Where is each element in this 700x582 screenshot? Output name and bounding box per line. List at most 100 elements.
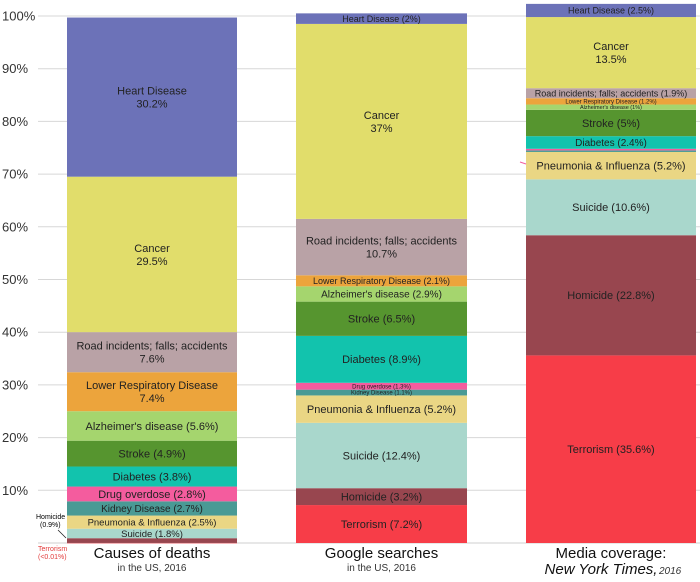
y-tick-label: 80% (2, 114, 28, 129)
segment-label: Terrorism (7.2%) (341, 519, 422, 531)
homicide-pointer (57, 529, 67, 539)
bar-segment-diabetes (526, 136, 696, 149)
segment-label: Drug overdose (1.3%) (352, 384, 411, 390)
segment-value-label: 30.2% (136, 98, 167, 110)
bar-segment-terrorism (526, 355, 696, 543)
segment-label: Suicide (12.4%) (343, 450, 421, 462)
segment-label: Kidney Disease (2.7%) (101, 504, 203, 515)
bar-segment-road-incidents-falls-accidents (296, 218, 467, 276)
bar-segment-drug-overdose (526, 148, 696, 151)
bar-segment-kidney-disease (296, 389, 467, 396)
y-tick-label: 30% (2, 377, 28, 392)
homicide-note-line2: (0.9%) (40, 522, 61, 529)
bar-segment-kidney-disease (526, 150, 696, 152)
segment-label: Suicide (10.6%) (572, 202, 650, 214)
y-tick-label: 90% (2, 61, 28, 76)
bar-segment-road-incidents-falls-accidents (67, 332, 237, 373)
segment-label: Diabetes (8.9%) (342, 354, 421, 366)
bar-segment-lower-respiratory-disease (296, 275, 467, 287)
segment-label: Drug overdose (2.8%) (98, 489, 206, 501)
segment-label: Heart Disease (117, 85, 187, 97)
bar-segment-lower-respiratory-disease (67, 372, 237, 412)
segment-value-label: 29.5% (136, 256, 167, 268)
segment-label: Terrorism (35.6%) (567, 444, 654, 456)
bar-segment-road-incidents-falls-accidents (526, 88, 696, 99)
bar-segment-alzheimer-s-disease (526, 104, 696, 110)
bar-segment-homicide (67, 538, 237, 543)
bars (67, 3, 696, 544)
segment-value-label: 13.5% (595, 54, 626, 66)
segment-label: Pneumonia & Influenza (5.2%) (307, 404, 456, 416)
y-tick-label: 10% (2, 483, 28, 498)
bar-segment-kidney-disease (67, 501, 237, 516)
y-axis-ticks: 10% 20% 30% 40% 50% 60% 70% 80% 90% 100% (2, 9, 36, 498)
bar-segment-heart-disease (296, 13, 467, 24)
segment-label: Heart Disease (2%) (342, 14, 421, 24)
category-subtitle: in the US, 2016 (347, 563, 416, 574)
segment-label: Cancer (593, 41, 629, 53)
bar-segment-homicide (296, 488, 467, 506)
segment-label: Road incidents; falls; accidents (76, 341, 228, 353)
segment-label: Alzheimer's disease (1%) (580, 105, 642, 111)
bar-segment-alzheimer-s-disease (296, 286, 467, 302)
segment-label: Lower Respiratory Disease (1.2%) (565, 99, 656, 105)
bar-segment-cancer (67, 176, 237, 333)
bar-segment-cancer (296, 23, 467, 219)
segment-label: Stroke (5%) (582, 118, 640, 130)
segment-label: Cancer (134, 243, 170, 255)
bar-segment-alzheimer-s-disease (67, 411, 237, 441)
bar-segment-stroke (526, 109, 696, 137)
segment-label: Pneumonia & Influenza (5.2%) (536, 161, 685, 173)
segment-label: Stroke (6.5%) (348, 314, 415, 326)
y-tick-label: 60% (2, 219, 28, 234)
segment-label: Lower Respiratory Disease (2.1%) (313, 276, 450, 286)
segment-value-label: 10.7% (366, 248, 397, 260)
segment-label: Homicide (22.8%) (567, 290, 654, 302)
bar-segment-suicide (67, 528, 237, 539)
segment-label: Kidney Disease (1.1%) (351, 391, 412, 397)
segment-label: Diabetes (3.8%) (113, 471, 192, 483)
segment-label: Cancer (364, 110, 400, 122)
bar-segment-diabetes (67, 466, 237, 487)
bar-segment-terrorism (296, 505, 467, 543)
segment-value-label: 37% (370, 123, 392, 135)
bar-segment-suicide (296, 422, 467, 489)
category-title: Google searches (325, 545, 438, 562)
small-slice-annotations: Homicide (0.9%) Terrorism (<0.01%) (36, 514, 67, 561)
y-tick-label: 20% (2, 430, 28, 445)
homicide-note-line1: Homicide (36, 514, 65, 521)
segment-label: Homicide (3.2%) (341, 491, 422, 503)
category-title-line2: New York Times, (545, 561, 658, 578)
segment-label: Diabetes (2.4%) (575, 138, 647, 149)
segment-label: Road incidents; falls; accidents (1.9%) (535, 88, 688, 98)
bar-segment-homicide (526, 235, 696, 356)
bar-segment-drug-overdose (67, 486, 237, 502)
segment-label: Alzheimer's disease (2.9%) (321, 289, 442, 300)
category-subtitle: in the US, 2016 (118, 563, 187, 574)
y-tick-label: 70% (2, 167, 28, 182)
segment-value-label: 7.4% (139, 393, 164, 405)
y-tick-label: 40% (2, 325, 28, 340)
bar-segment-diabetes (296, 335, 467, 383)
bar-segment-stroke (296, 301, 467, 336)
bar-segment-suicide (526, 179, 696, 236)
terrorism-note-line1: Terrorism (38, 546, 67, 553)
segment-label: Suicide (1.8%) (121, 529, 183, 540)
segment-label: Pneumonia & Influenza (2.5%) (88, 517, 217, 528)
y-tick-label: 50% (2, 272, 28, 287)
drug-overdose-tick-mark (519, 161, 527, 165)
bar-segment-cancer (526, 17, 696, 89)
bar-segment-heart-disease (67, 17, 237, 177)
segment-label: Alzheimer's disease (5.6%) (86, 421, 219, 433)
segment-label: Stroke (4.9%) (118, 448, 185, 460)
category-title: Causes of deaths (94, 545, 211, 562)
segment-label: Lower Respiratory Disease (86, 380, 218, 392)
segment-value-label: 7.6% (139, 354, 164, 366)
category-title: Media coverage: (556, 545, 667, 562)
bar-segment-pneumonia-influenza (296, 395, 467, 423)
y-tick-label: 100% (2, 9, 36, 24)
bar-segment-drug-overdose (296, 382, 467, 390)
bar-segment-pneumonia-influenza (526, 151, 696, 180)
